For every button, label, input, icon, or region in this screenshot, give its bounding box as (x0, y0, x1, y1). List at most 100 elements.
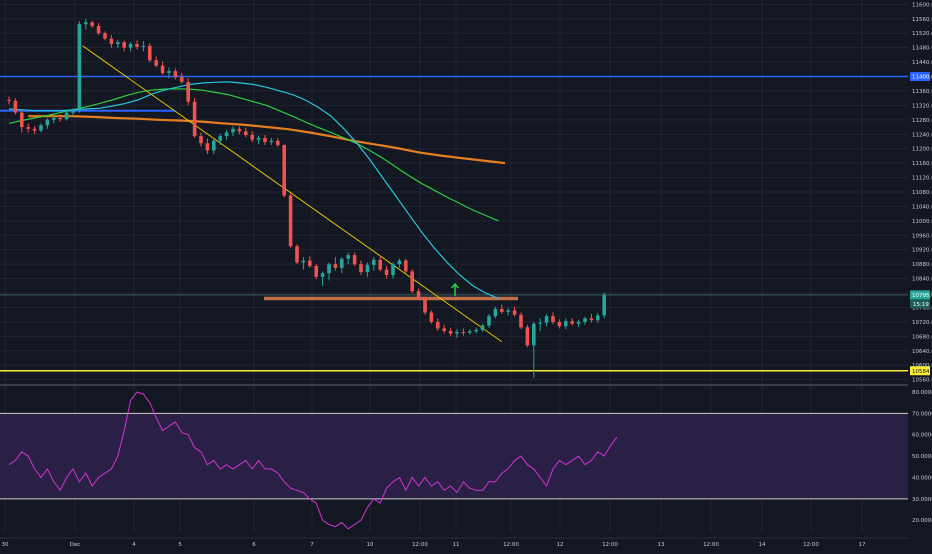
candle (500, 304, 504, 314)
price-tick-label: 10720.0 (912, 320, 932, 326)
candle-body (557, 321, 562, 327)
candle (461, 328, 466, 336)
candle (506, 307, 510, 316)
candle-body (103, 33, 107, 39)
candle-body (77, 24, 82, 111)
yellow-level-badge-bg (910, 366, 930, 376)
candle (199, 132, 203, 147)
candle (58, 114, 62, 122)
candle-body (205, 143, 210, 151)
candle-body (506, 310, 510, 312)
candle (391, 262, 395, 279)
candle (583, 316, 587, 325)
candle (519, 312, 523, 330)
current-price-badge-bg (910, 290, 930, 300)
candle (295, 244, 299, 265)
candle-body (551, 316, 555, 322)
candle-body (160, 65, 165, 73)
current-time-badge-text: 15:19 (913, 302, 929, 308)
candle-body (576, 321, 581, 324)
rsi-tick-label: 80.0000 (912, 390, 932, 396)
time-tick-label: Dec (70, 542, 81, 548)
price-tick-label: 10880.0 (912, 262, 932, 268)
candle-body (455, 332, 459, 334)
trendline (82, 45, 503, 343)
blue-level-badge-text: 11400.0 (912, 75, 932, 81)
candle (218, 133, 222, 146)
candle-body (327, 264, 331, 274)
candle (122, 40, 126, 52)
candle-body (372, 259, 376, 265)
candle (365, 262, 370, 277)
time-tick-label: 12:00 (503, 542, 519, 548)
candle-body (256, 137, 261, 140)
candle-body (84, 22, 88, 25)
candle (308, 256, 312, 268)
candle-body (250, 134, 254, 140)
candle (205, 138, 210, 155)
candle (263, 134, 267, 146)
candle-body (231, 128, 235, 133)
candle (487, 313, 491, 328)
candle-body (244, 131, 248, 135)
candle-body (416, 291, 421, 299)
candle-body (96, 25, 101, 34)
candle-body (154, 60, 158, 66)
current-time-badge-bg (910, 299, 930, 309)
candle-body (365, 264, 370, 273)
candle (71, 108, 75, 116)
candle (231, 126, 235, 137)
candle-body (199, 136, 203, 144)
time-tick-label: 10 (367, 542, 374, 548)
candle-body (423, 298, 427, 313)
candle (576, 319, 581, 327)
candle-body (64, 112, 69, 120)
candle (429, 310, 434, 324)
candle (167, 67, 171, 79)
candle (116, 39, 120, 49)
candle (141, 41, 146, 52)
rsi-tick-label: 40.0000 (912, 475, 932, 481)
candle-body (218, 136, 222, 141)
candles (7, 18, 606, 378)
price-tick-label: 11040.0 (912, 204, 932, 210)
candle-body (58, 118, 62, 120)
candle-body (352, 255, 357, 265)
candle (13, 98, 18, 115)
candle (538, 318, 542, 331)
candle (532, 321, 536, 378)
candle-body (564, 321, 568, 327)
candle-body (237, 128, 242, 132)
candle-body (359, 264, 363, 273)
candle (525, 324, 530, 348)
candle-body (429, 312, 434, 322)
candle (333, 256, 338, 271)
price-tick-label: 10920.0 (912, 248, 932, 254)
candle-body (20, 112, 24, 128)
candle (20, 108, 24, 133)
candle (256, 135, 261, 145)
candle-body (269, 140, 274, 143)
candle-body (26, 127, 30, 129)
candle-body (378, 259, 382, 270)
price-axis: 11600.0 11560.0 11520.0 11480.0 11440.0 11400… (912, 2, 932, 383)
rsi-axis: 80.0000 70.0000 60.0000 50.0000 40.0000 30.00… (912, 390, 932, 524)
time-tick-label: 14 (759, 542, 766, 548)
price-tick-label: 11360.0 (912, 89, 932, 95)
time-tick-label: 7 (310, 542, 314, 548)
candle (148, 43, 152, 63)
candle (135, 40, 139, 50)
candle (109, 35, 114, 48)
candle-body (13, 100, 18, 113)
candle (493, 306, 498, 319)
rsi-tick-label: 70.0000 (912, 411, 932, 417)
candle (180, 72, 184, 84)
time-tick-label: 17 (859, 542, 866, 548)
candle (77, 21, 82, 113)
price-tick-label: 10960.0 (912, 233, 932, 239)
candle (7, 96, 11, 105)
candle-body (461, 332, 466, 334)
candle-body (135, 44, 139, 47)
candle (224, 129, 229, 140)
